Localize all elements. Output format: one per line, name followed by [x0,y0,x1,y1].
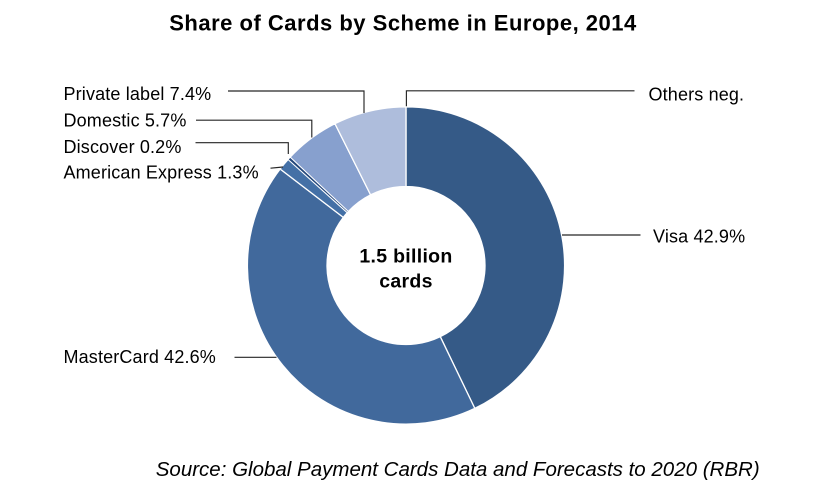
svg-text:Private label 7.4%: Private label 7.4% [64,84,212,104]
svg-text:cards: cards [379,270,433,292]
svg-text:MasterCard 42.6%: MasterCard 42.6% [64,347,216,367]
svg-text:Share of Cards by Scheme in Eu: Share of Cards by Scheme in Europe, 2014 [169,11,637,36]
svg-text:American Express 1.3%: American Express 1.3% [64,163,259,183]
svg-text:Discover 0.2%: Discover 0.2% [64,137,182,157]
svg-text:Visa 42.9%: Visa 42.9% [653,227,745,247]
svg-text:1.5 billion: 1.5 billion [359,246,452,268]
svg-text:Source: Global Payment Cards D: Source: Global Payment Cards Data and Fo… [156,458,760,481]
svg-text:Domestic 5.7%: Domestic 5.7% [64,111,187,131]
svg-text:Others neg.: Others neg. [649,85,745,105]
